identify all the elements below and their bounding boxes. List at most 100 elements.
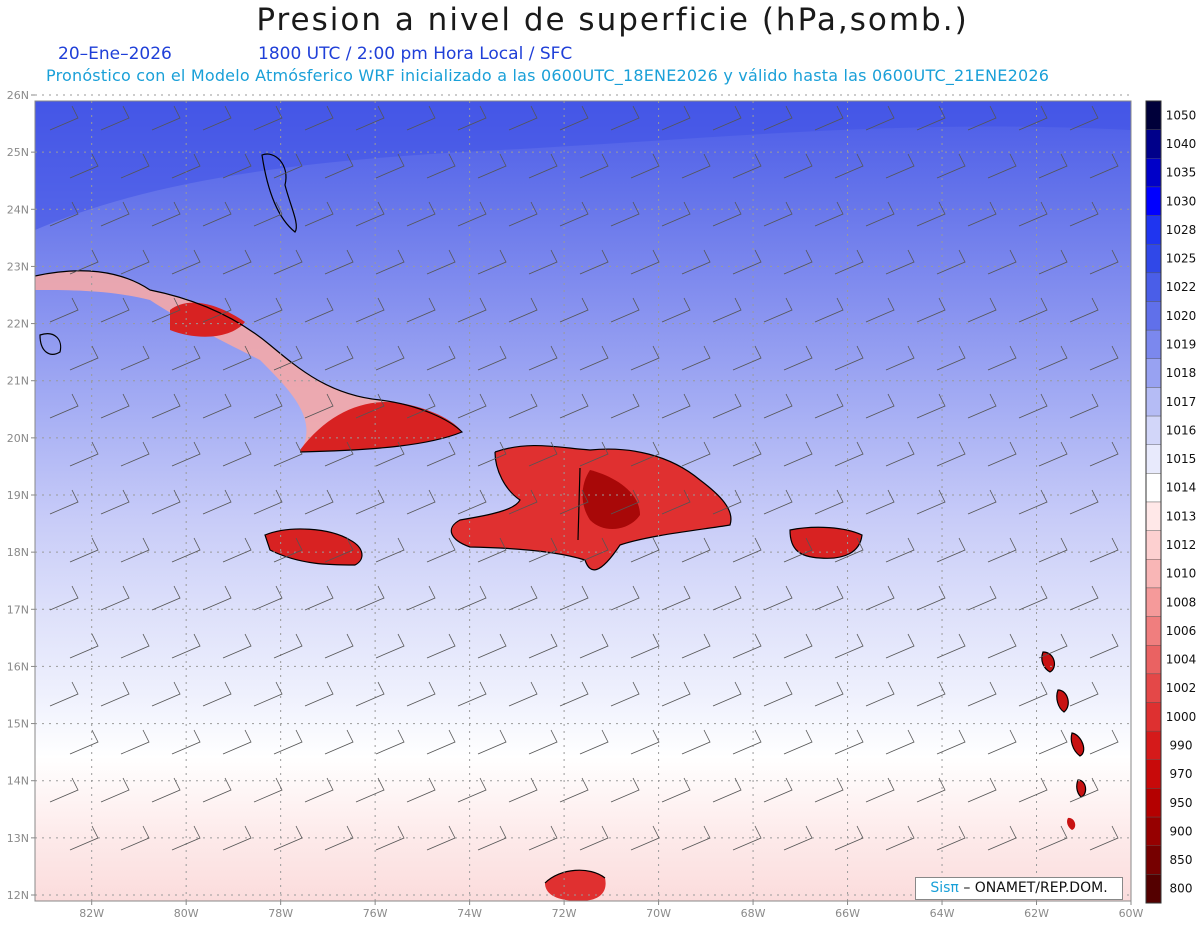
wind-barb (69, 537, 99, 563)
wind-barb (151, 489, 181, 515)
wind-barb (355, 489, 385, 515)
wind-barb (885, 729, 915, 755)
wind-barb (324, 633, 354, 659)
wind-barb (508, 393, 538, 419)
wind-barb (559, 777, 589, 803)
colorbar-label: 1035 (1166, 166, 1197, 180)
lon-label: 60W (1119, 907, 1144, 920)
colorbar-swatch (1145, 415, 1162, 445)
wind-barb (579, 633, 609, 659)
lon-label: 74W (457, 907, 482, 920)
colorbar-swatch (1145, 387, 1162, 417)
wind-barb (559, 681, 589, 707)
wind-barb (1089, 153, 1119, 179)
colorbar-swatch (1145, 215, 1162, 245)
wind-barb (528, 153, 558, 179)
wind-barb (151, 297, 181, 323)
wind-barb (508, 105, 538, 131)
wind-barb (222, 537, 252, 563)
wind-barb (763, 585, 793, 611)
wind-barb (375, 249, 405, 275)
wind-barb (712, 201, 742, 227)
forecast-date: 20–Ene–2026 (58, 44, 172, 64)
wind-barb (222, 249, 252, 275)
wind-barb (222, 153, 252, 179)
wind-barb (936, 825, 966, 851)
wind-barb (885, 153, 915, 179)
wind-barb (477, 153, 507, 179)
wind-barb (1038, 633, 1068, 659)
wind-barb (967, 201, 997, 227)
colorbar-label: 1028 (1166, 223, 1197, 237)
wind-barb (834, 441, 864, 467)
colorbar-label: 1012 (1166, 538, 1197, 552)
wind-barb (120, 729, 150, 755)
wind-barb (610, 393, 640, 419)
colorbar-label: 970 (1170, 767, 1193, 781)
colorbar-swatch (1145, 473, 1162, 503)
wind-barb (987, 153, 1017, 179)
wind-barb (1018, 777, 1048, 803)
wind-barb (171, 249, 201, 275)
wind-barb (1018, 585, 1048, 611)
wind-barb (202, 489, 232, 515)
wind-barb (355, 777, 385, 803)
wind-barb (987, 825, 1017, 851)
wind-barb (69, 825, 99, 851)
wind-barb (814, 105, 844, 131)
wind-barb (1038, 345, 1068, 371)
wind-barb (508, 681, 538, 707)
wind-barb (171, 441, 201, 467)
wind-barb (967, 585, 997, 611)
wind-barb (375, 729, 405, 755)
credit-box: Sisπ – ONAMET/REP.DOM. (915, 877, 1123, 900)
wind-barbs (49, 105, 1119, 851)
wind-barb (630, 825, 660, 851)
wind-barb (100, 489, 130, 515)
wind-barb (69, 153, 99, 179)
wind-barb (171, 345, 201, 371)
wind-barb (508, 585, 538, 611)
wind-barb (477, 249, 507, 275)
wind-barb (732, 249, 762, 275)
wind-barb (610, 681, 640, 707)
colorbar-swatch (1145, 358, 1162, 388)
colorbar-label: 1022 (1166, 280, 1197, 294)
colorbar-label: 900 (1170, 824, 1193, 838)
lon-label: 62W (1024, 907, 1049, 920)
wind-barb (457, 585, 487, 611)
colorbar-label: 1006 (1166, 624, 1197, 638)
wind-barb (222, 825, 252, 851)
lat-label: 16N (7, 660, 29, 673)
lat-label: 23N (7, 260, 29, 273)
wind-barb (865, 585, 895, 611)
wind-barb (967, 681, 997, 707)
lon-label: 70W (646, 907, 671, 920)
wind-barb (508, 201, 538, 227)
wind-barb (304, 393, 334, 419)
wind-barb (732, 441, 762, 467)
wind-barb (559, 489, 589, 515)
wind-barb (100, 777, 130, 803)
wind-barb (426, 441, 456, 467)
wind-barb (151, 681, 181, 707)
wind-barb (477, 441, 507, 467)
wind-barb (151, 105, 181, 131)
wind-barb (49, 105, 79, 131)
wind-barb (712, 105, 742, 131)
wind-barb (661, 201, 691, 227)
wind-barb (100, 201, 130, 227)
wind-barb (1038, 441, 1068, 467)
wind-barb (273, 249, 303, 275)
wind-barb (712, 777, 742, 803)
wind-barb (1018, 489, 1048, 515)
wind-barb (69, 345, 99, 371)
wind-barb (1069, 585, 1099, 611)
wind-barb (253, 681, 283, 707)
wind-barb (49, 681, 79, 707)
colorbar-swatch (1145, 816, 1162, 846)
map-frame (34, 100, 1132, 902)
wind-barb (253, 105, 283, 131)
wind-barb (100, 297, 130, 323)
wind-barb (202, 201, 232, 227)
